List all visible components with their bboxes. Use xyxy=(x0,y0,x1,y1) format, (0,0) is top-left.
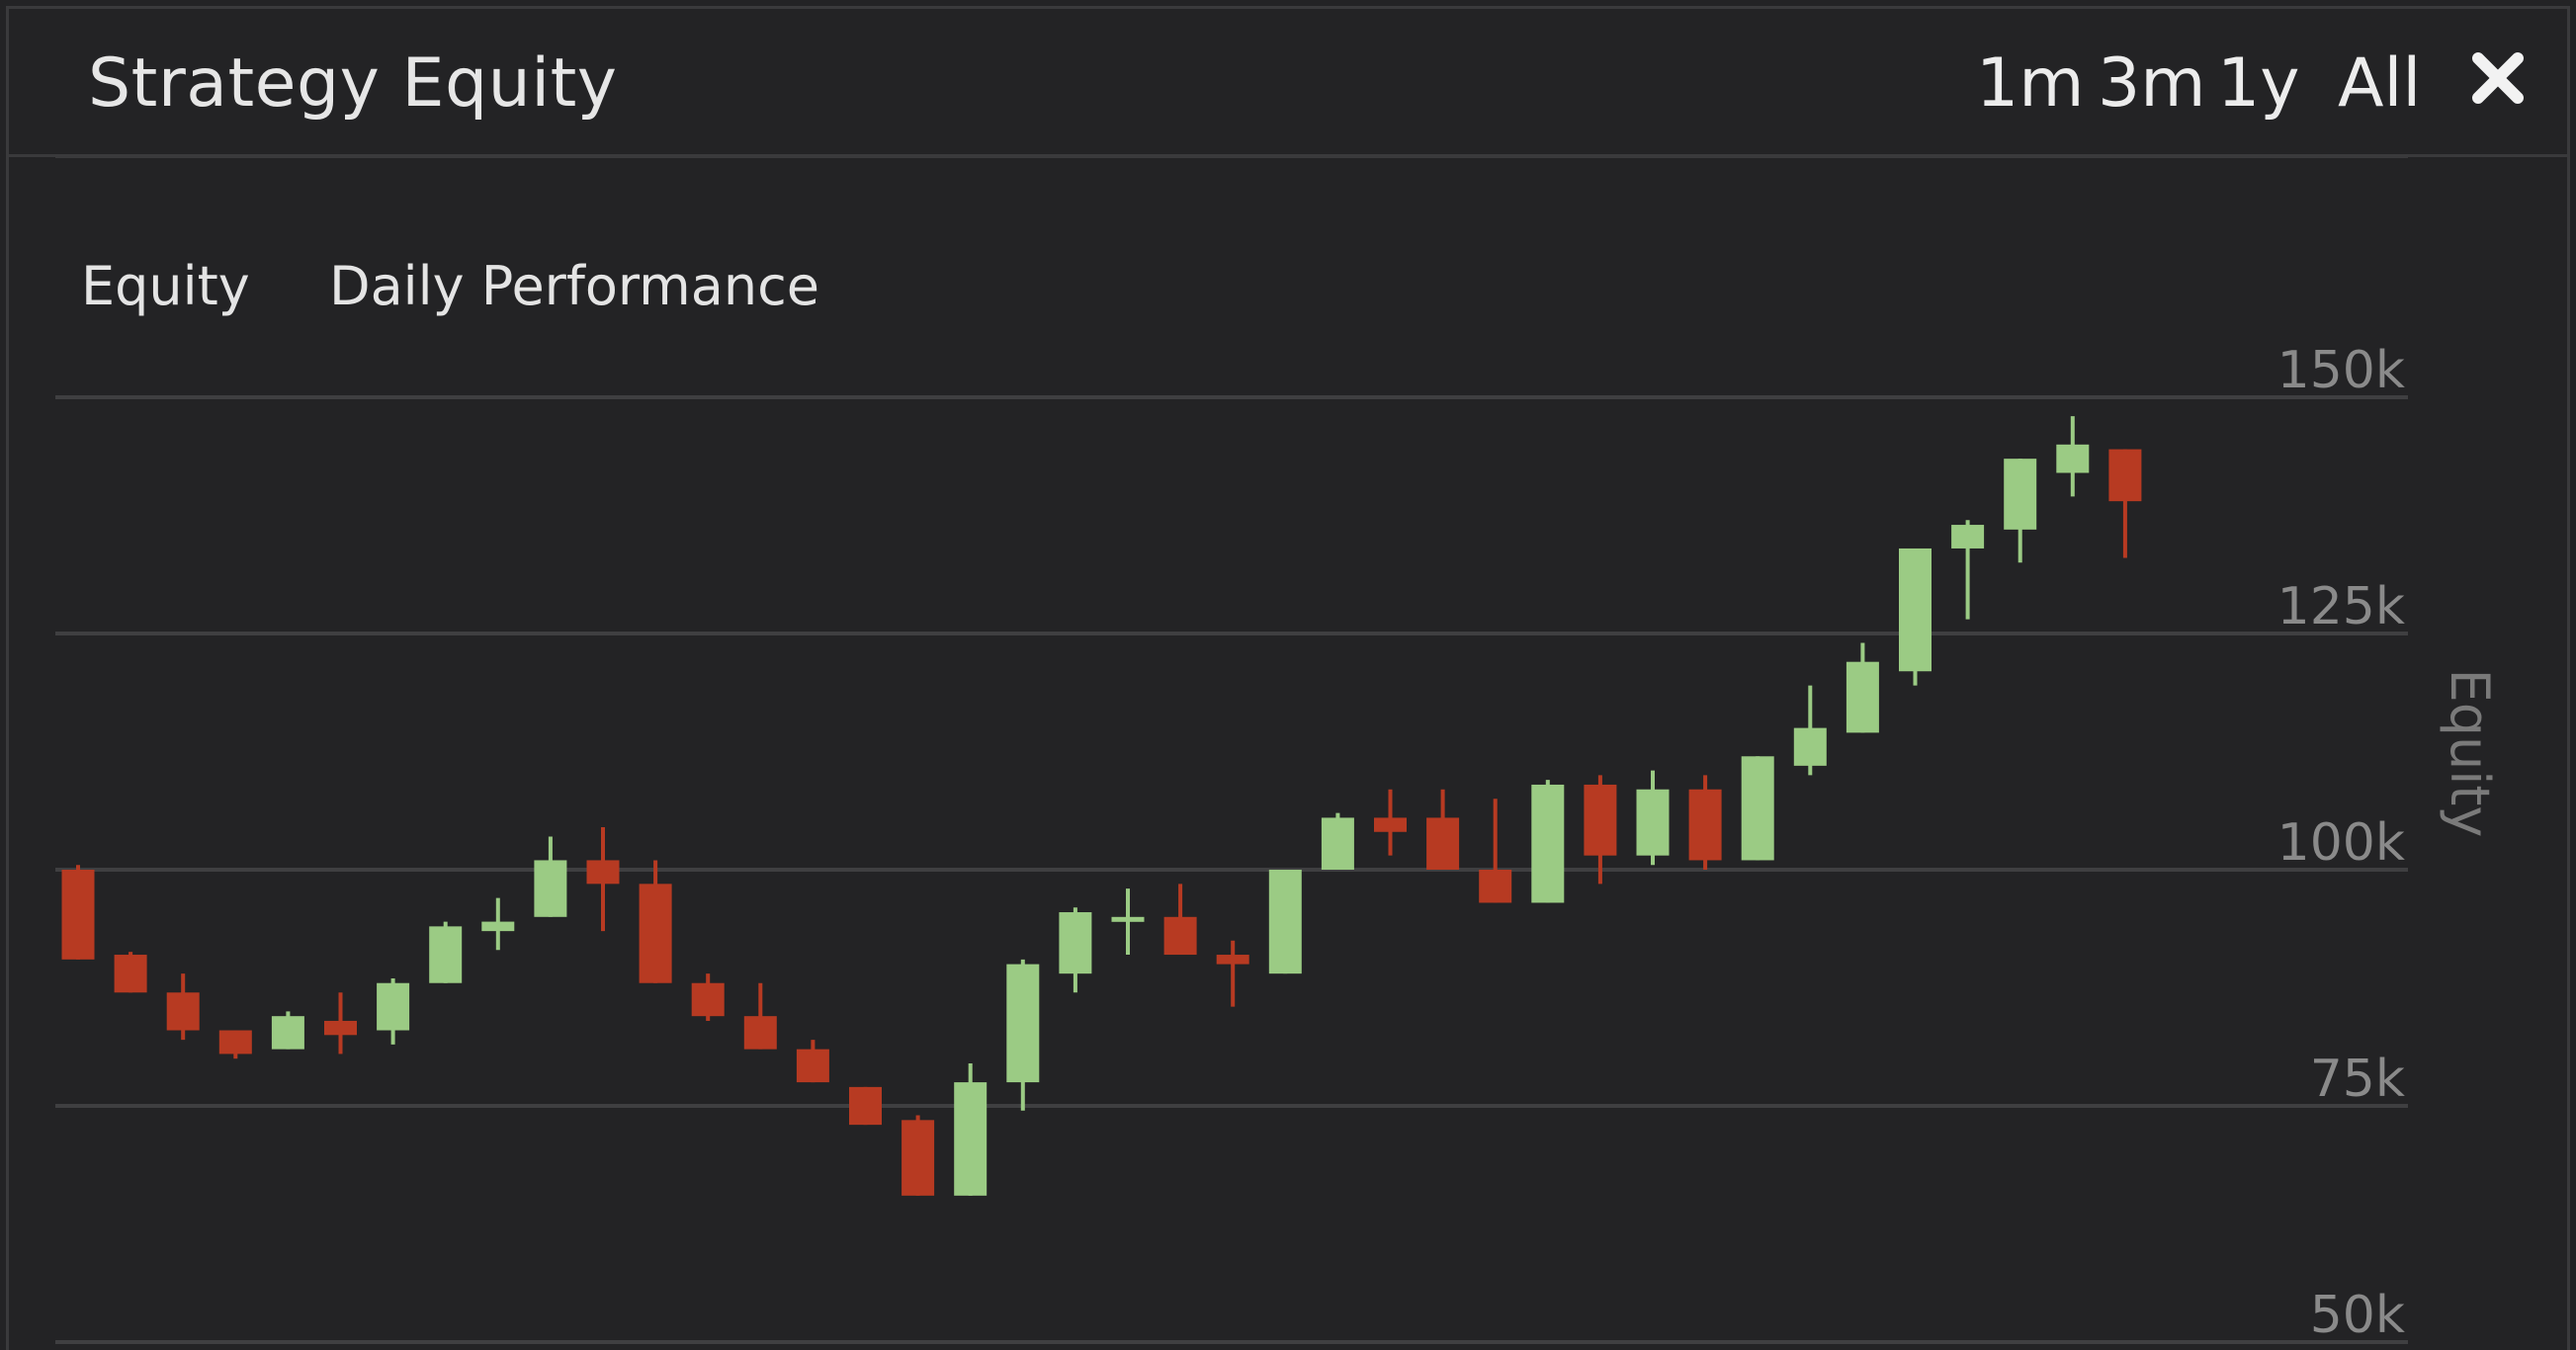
candle xyxy=(1846,642,1879,733)
candle-body xyxy=(1688,789,1722,861)
y-axis-title: Equity xyxy=(2439,669,2501,838)
candle-body xyxy=(166,992,200,1031)
candle-body xyxy=(429,926,463,983)
candle xyxy=(1006,959,1040,1111)
y-tick-label: 50k xyxy=(2310,1286,2405,1345)
y-tick-label: 100k xyxy=(2277,813,2405,873)
candle xyxy=(218,1030,252,1059)
strategy-equity-panel: Strategy Equity 1m 3m 1y All xyxy=(6,6,2570,1350)
candle xyxy=(1216,940,1249,1007)
candle xyxy=(1951,520,1985,620)
candle-body xyxy=(1846,661,1879,733)
tab-equity[interactable]: Equity xyxy=(81,255,250,317)
candle xyxy=(1899,548,1932,686)
candle-body xyxy=(1426,817,1460,870)
candle-body xyxy=(849,1086,882,1126)
candle xyxy=(1111,888,1145,956)
candle xyxy=(691,973,725,1021)
panel-header: Strategy Equity 1m 3m 1y All xyxy=(9,9,2567,157)
range-1m-button[interactable]: 1m xyxy=(1976,44,2085,123)
candle xyxy=(377,977,410,1045)
candle-body xyxy=(481,921,515,932)
candle xyxy=(849,1086,882,1126)
candle xyxy=(1688,775,1722,870)
candle-body xyxy=(534,860,567,917)
range-1y-button[interactable]: 1y xyxy=(2217,44,2300,123)
candle xyxy=(1531,780,1565,903)
candle xyxy=(114,952,147,993)
range-all-button[interactable]: All xyxy=(2338,44,2422,123)
candle-body xyxy=(61,870,95,960)
candle-body xyxy=(1793,727,1827,766)
candle-body xyxy=(1636,789,1670,856)
candle-body xyxy=(1059,912,1092,974)
candle-body xyxy=(1163,916,1197,956)
candle xyxy=(534,836,567,917)
candle-body xyxy=(1479,870,1512,903)
candle xyxy=(2108,449,2142,558)
candle xyxy=(1163,884,1197,956)
panel-title: Strategy Equity xyxy=(88,44,618,123)
candle xyxy=(1374,789,1407,856)
candle xyxy=(1321,812,1354,870)
candle-body xyxy=(1899,548,1932,672)
candle-body xyxy=(586,860,620,885)
candle-body xyxy=(796,1049,829,1083)
candle xyxy=(639,860,672,983)
y-tick-label: 150k xyxy=(2277,341,2405,400)
candle xyxy=(324,992,357,1055)
candle xyxy=(2056,416,2090,497)
candle-body xyxy=(954,1082,987,1196)
candle xyxy=(1741,756,1774,861)
candle-body xyxy=(377,982,410,1031)
candle xyxy=(743,982,777,1050)
candle-body xyxy=(1268,870,1302,974)
candle-body xyxy=(1584,784,1617,856)
candle xyxy=(1479,799,1512,903)
candle-body xyxy=(1374,817,1407,832)
candle xyxy=(1426,789,1460,870)
candle-body xyxy=(902,1120,935,1196)
candle-body xyxy=(1741,756,1774,861)
candle xyxy=(954,1062,987,1196)
candle-body xyxy=(324,1020,357,1036)
candle xyxy=(429,921,463,983)
candle xyxy=(2004,459,2037,563)
candle xyxy=(1059,907,1092,993)
y-tick-label: 125k xyxy=(2277,577,2405,636)
candle xyxy=(1793,685,1827,776)
y-tick-label: 75k xyxy=(2310,1050,2405,1109)
candle-body xyxy=(2108,449,2142,502)
candle-body xyxy=(1216,955,1249,965)
candle-body xyxy=(1111,916,1145,922)
candle-body xyxy=(1531,784,1565,903)
candle xyxy=(61,865,95,960)
candle-body xyxy=(1006,964,1040,1083)
candle-body xyxy=(2004,459,2037,530)
candle-body xyxy=(1951,525,1985,548)
candle-body xyxy=(639,884,672,983)
candle-body xyxy=(114,955,147,993)
candle xyxy=(902,1115,935,1196)
candle-body xyxy=(743,1016,777,1050)
candle xyxy=(1268,870,1302,974)
close-icon[interactable] xyxy=(2468,48,2528,108)
candle-body xyxy=(2056,444,2090,473)
candle xyxy=(1636,770,1670,866)
candle-body xyxy=(1321,817,1354,870)
range-3m-button[interactable]: 3m xyxy=(2098,44,2206,123)
candle-body xyxy=(271,1016,304,1050)
tab-daily-performance[interactable]: Daily Performance xyxy=(329,255,819,317)
candle xyxy=(166,973,200,1041)
candle-body xyxy=(691,982,725,1017)
candle xyxy=(481,897,515,951)
candle xyxy=(796,1040,829,1083)
chart-top-divider xyxy=(55,154,2408,158)
candle xyxy=(586,826,620,932)
candle xyxy=(271,1011,304,1050)
candle xyxy=(1584,775,1617,885)
candle-body xyxy=(218,1030,252,1055)
